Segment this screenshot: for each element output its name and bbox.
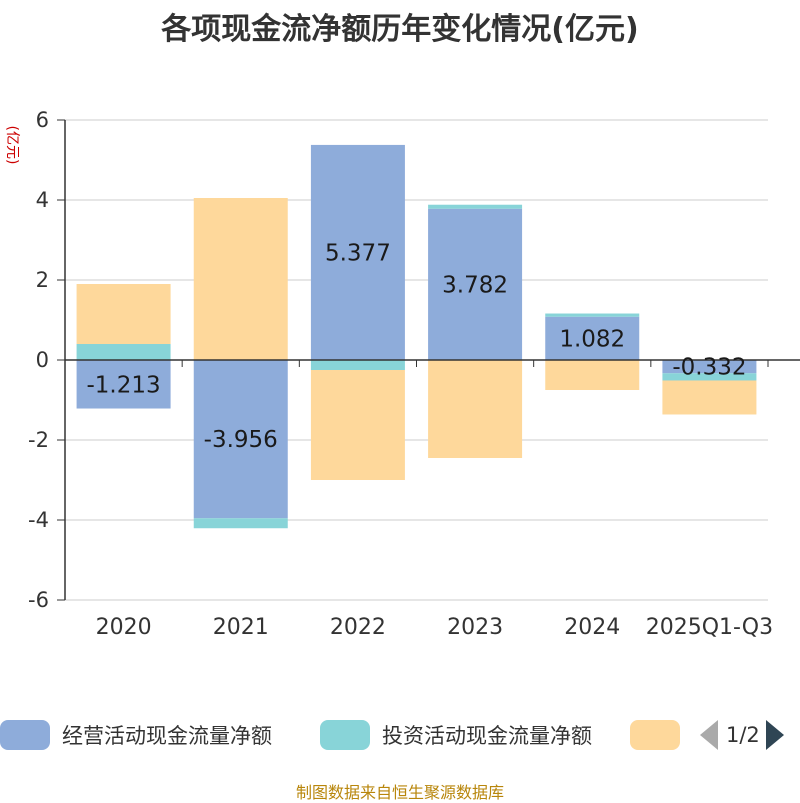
triangle-right-icon[interactable] bbox=[765, 720, 784, 750]
legend-page-indicator: 1/2 bbox=[726, 723, 760, 747]
y-tick-label: 2 bbox=[36, 268, 49, 292]
bar-investing-2021 bbox=[193, 518, 288, 529]
bar-investing-2025Q1-Q3 bbox=[662, 373, 757, 381]
legend-item-operating[interactable]: 经营活动现金流量净额 bbox=[0, 715, 272, 755]
bar-financing-2025Q1-Q3 bbox=[662, 380, 757, 415]
data-label-operating-2023: 3.782 bbox=[442, 272, 508, 298]
bar-operating-2025Q1-Q3 bbox=[662, 360, 757, 374]
bar-investing-2024 bbox=[545, 313, 640, 317]
y-tick-label: -4 bbox=[28, 508, 49, 532]
legend-item-financing[interactable] bbox=[630, 715, 680, 755]
legend-pager: 1/2 bbox=[700, 715, 800, 755]
y-tick-label: 4 bbox=[36, 188, 49, 212]
x-tick-label: 2024 bbox=[564, 615, 620, 640]
y-axis-unit-label: (亿元) bbox=[4, 126, 20, 165]
bar-operating-2022 bbox=[310, 144, 405, 360]
data-source-note: 制图数据来自恒生聚源数据库 bbox=[295, 783, 504, 802]
y-tick-label: -6 bbox=[28, 588, 49, 612]
data-label-operating-2021: -3.956 bbox=[204, 427, 278, 453]
legend-item-investing[interactable]: 投资活动现金流量净额 bbox=[320, 715, 592, 755]
bar-operating-2023 bbox=[428, 208, 523, 360]
legend-swatch-investing bbox=[320, 720, 370, 750]
bar-investing-2020 bbox=[76, 344, 171, 360]
bar-operating-2024 bbox=[545, 316, 640, 360]
data-label-operating-2024: 1.082 bbox=[559, 326, 625, 352]
data-label-operating-2022: 5.377 bbox=[325, 240, 391, 266]
x-tick-label: 2020 bbox=[96, 615, 152, 640]
x-tick-label: 2023 bbox=[447, 615, 503, 640]
bar-financing-2022 bbox=[310, 370, 405, 480]
x-tick-label: 2022 bbox=[330, 615, 386, 640]
legend-swatch-financing bbox=[630, 720, 680, 750]
data-label-operating-2020: -1.213 bbox=[87, 372, 161, 398]
legend-label-investing: 投资活动现金流量净额 bbox=[382, 724, 592, 748]
data-label-operating-2025Q1-Q3: -0.332 bbox=[672, 355, 746, 381]
bar-financing-2024 bbox=[545, 360, 640, 390]
triangle-left-icon[interactable] bbox=[700, 720, 718, 750]
bar-investing-2023 bbox=[428, 204, 523, 209]
legend-swatch-operating bbox=[0, 720, 50, 750]
bar-investing-2022 bbox=[310, 360, 405, 370]
y-tick-label: -2 bbox=[28, 428, 49, 452]
legend: 经营活动现金流量净额 投资活动现金流量净额 1/2 bbox=[0, 715, 800, 755]
x-tick-label: 2025Q1-Q3 bbox=[646, 615, 773, 640]
bar-operating-2020 bbox=[76, 360, 171, 409]
bar-financing-2020 bbox=[76, 284, 171, 344]
bar-financing-2021 bbox=[193, 198, 288, 360]
legend-label-operating: 经营活动现金流量净额 bbox=[62, 724, 272, 748]
bar-financing-2023 bbox=[428, 360, 523, 458]
bar-operating-2021 bbox=[193, 360, 288, 519]
x-tick-label: 2021 bbox=[213, 615, 269, 640]
y-tick-label: 0 bbox=[36, 348, 49, 372]
chart-title: 各项现金流净额历年变化情况(亿元) bbox=[161, 12, 639, 47]
cash-flow-chart: 6 4 2 0 -2 -4 -6 (亿元) 2020 2021 2022 2023 2024 2025Q1… bbox=[4, 108, 800, 640]
y-tick-label: 6 bbox=[36, 108, 49, 132]
